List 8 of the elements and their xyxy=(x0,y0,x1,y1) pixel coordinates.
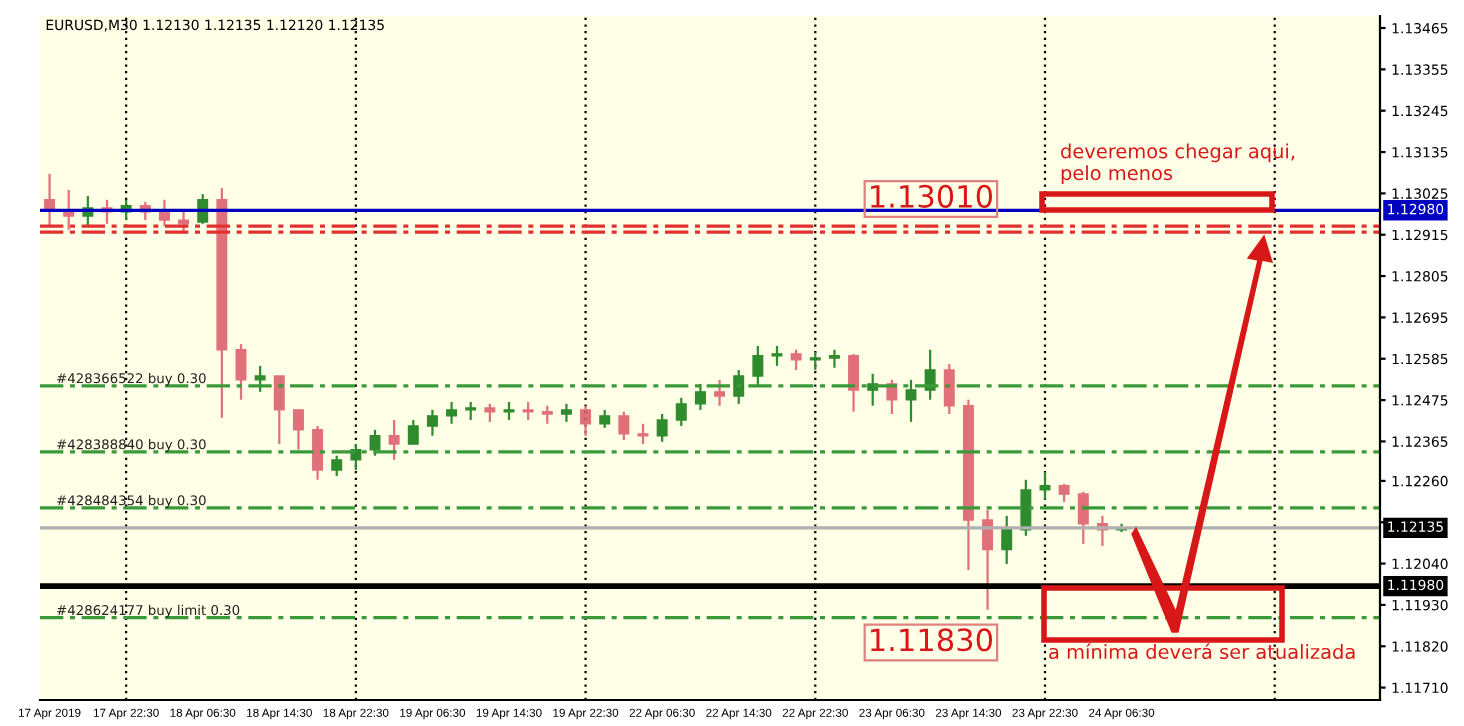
annotation: 1.13010 xyxy=(871,184,993,208)
annotation: 1.11830 xyxy=(871,628,993,652)
candlestick xyxy=(541,404,553,425)
candlestick xyxy=(809,350,821,372)
annotation: deveremos chegar aqui, pelo menos xyxy=(1061,143,1295,184)
candlestick xyxy=(465,400,477,422)
annotation: a mínima deverá ser atualizada xyxy=(1049,643,1355,660)
candlestick xyxy=(790,348,802,372)
